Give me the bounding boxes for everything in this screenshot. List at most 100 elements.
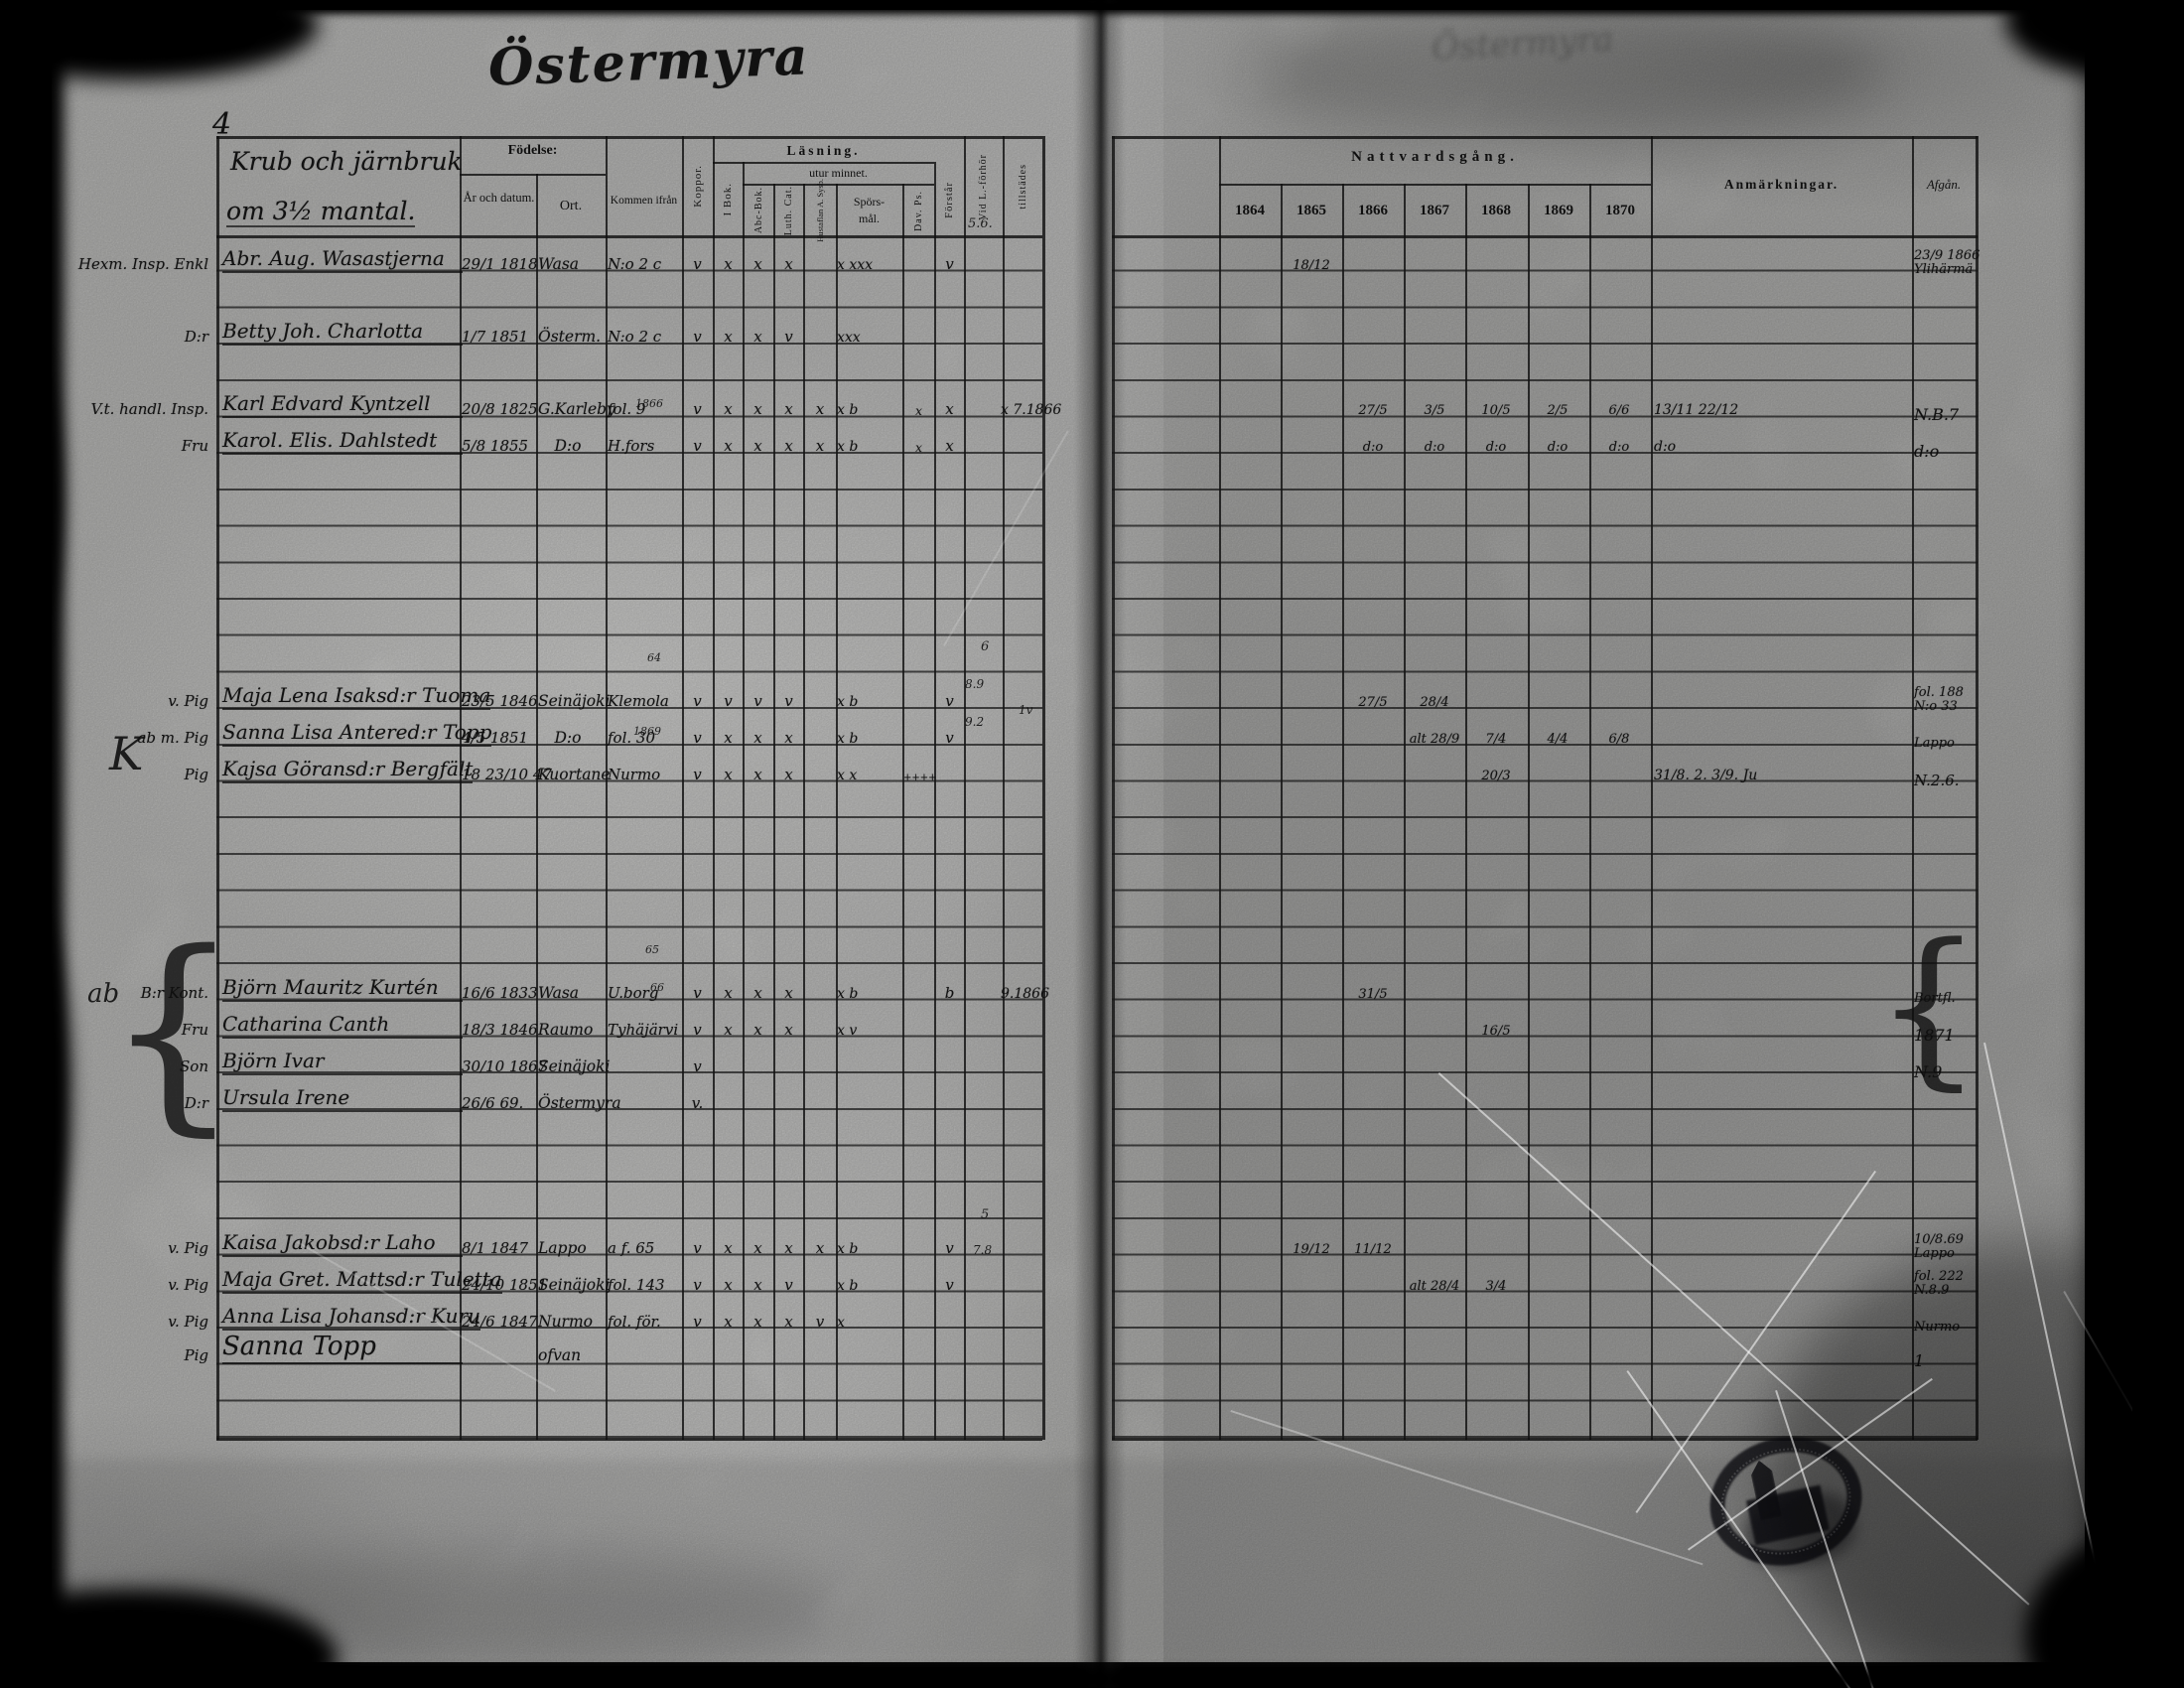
entry-ort: Lappo xyxy=(538,1239,587,1257)
mark-ibok: x xyxy=(724,255,733,273)
mark-abc: x xyxy=(753,328,762,346)
supernote-1866: 1866 xyxy=(635,397,663,410)
entry-kommen: a f. 65 xyxy=(608,1239,655,1257)
family-brace-left: { xyxy=(105,906,241,1155)
entry-kommen: H.fors xyxy=(608,437,655,455)
year-1867: 1867 xyxy=(1420,203,1449,218)
mark-ibok: x xyxy=(724,437,733,455)
entry-afgan: 23/9 1866 Ylihärmä xyxy=(1914,248,1980,277)
mark-luth: v xyxy=(784,328,793,346)
scan-edge-top xyxy=(0,0,2184,14)
entry-afgan: N.B.7 xyxy=(1914,405,1960,424)
table-row: ab m. Pig Sanna Lisa Antered:r Topp 4/5 … xyxy=(137,714,2182,751)
note-92: 9.2 xyxy=(965,715,985,729)
entry-born: 4/5 1851 xyxy=(462,729,529,747)
mark-forstar: v xyxy=(945,1239,954,1257)
entry-afgan: Lappo xyxy=(1914,736,1955,751)
mark-abc: x xyxy=(753,766,762,783)
col-ort: Ort. xyxy=(559,199,583,213)
col-anmarkningar: Anmärkningar. xyxy=(1723,177,1840,192)
entry-ort: ofvan xyxy=(538,1346,582,1364)
entry-kommen: U.borg xyxy=(608,984,659,1002)
mark-abc: x xyxy=(753,1276,762,1294)
entry-name: Sanna Topp xyxy=(222,1332,463,1364)
communion-1866: 27/5 xyxy=(1358,695,1388,710)
mark-koppor: v xyxy=(693,729,702,747)
entry-kommen: N:o 2 c xyxy=(608,328,662,346)
entry-born: 24/6 1847 xyxy=(462,1313,538,1331)
estate-header-line2: om 3½ mantal. xyxy=(226,197,416,227)
entry-name: Karol. Elis. Dahlstedt xyxy=(222,428,463,455)
entry-afgan: d:o xyxy=(1914,442,1940,461)
mark-luth: x xyxy=(784,1021,793,1039)
mark-abc: x xyxy=(753,1313,762,1331)
year-1868: 1868 xyxy=(1481,203,1511,218)
communion-1869: 2/5 xyxy=(1547,403,1569,418)
communion-1868: 20/3 xyxy=(1481,769,1511,783)
table-row: v. Pig Kaisa Jakobsd:r Laho 8/1 1847 Lap… xyxy=(168,1224,2182,1261)
table-row: V.t. handl. Insp. Karl Edvard Kyntzell 2… xyxy=(91,385,2182,424)
note-ledger-56: 5.6. xyxy=(968,216,993,231)
communion-1866: 31/5 xyxy=(1358,987,1388,1002)
entry-name: Betty Joh. Charlotta xyxy=(222,319,463,346)
note-6: 6 xyxy=(981,639,990,654)
note-1v: 1v xyxy=(1019,703,1033,717)
entry-born: 29/1 1818 xyxy=(462,255,538,273)
entry-born: 18/3 1846 xyxy=(462,1021,538,1039)
supernote-65: 65 xyxy=(645,943,659,956)
entry-born: 30/10 1867 xyxy=(462,1057,548,1075)
mark-ibok: x xyxy=(724,1239,733,1257)
col-nattvardsgang: Nattvardsgång. xyxy=(1351,149,1519,165)
communion-1867: d:o xyxy=(1424,440,1445,455)
entry-ort: Raumo xyxy=(538,1021,594,1039)
mark-ibok: x xyxy=(724,328,733,346)
communion-1870: 6/6 xyxy=(1608,403,1630,418)
col-hustaflan: Hustaflan A. Sysb. xyxy=(814,179,825,242)
entry-margin: D:r xyxy=(184,328,208,346)
entry-margin: V.t. handl. Insp. xyxy=(90,400,208,418)
mark-ibok: x xyxy=(724,1021,733,1039)
communion-1867: alt 28/9 xyxy=(1409,732,1460,747)
family-brace-right: { xyxy=(1874,907,1983,1106)
entry-born: 5/8 1855 xyxy=(462,437,529,455)
entry-afgan: N.2.6. xyxy=(1914,772,1960,789)
mark-luth: x xyxy=(784,984,793,1002)
mark-koppor: v. xyxy=(691,1094,704,1112)
entry-margin: v. Pig xyxy=(168,692,208,710)
mark-koppor: v xyxy=(693,437,702,455)
estate-header-line1: Krub och järnbruk xyxy=(230,147,463,176)
mark-forstar: v xyxy=(945,1276,954,1294)
communion-1870: 6/8 xyxy=(1608,732,1630,747)
communion-1867: 28/4 xyxy=(1420,695,1449,710)
mark-ibok: v xyxy=(724,692,733,710)
mark-luth: x xyxy=(784,1239,793,1257)
mark-koppor: v xyxy=(693,328,702,346)
entry-name: Ursula Irene xyxy=(222,1085,463,1112)
year-1870: 1870 xyxy=(1605,203,1635,218)
entry-born: 23/5 1846 xyxy=(462,692,538,710)
mark-luth: x xyxy=(784,729,793,747)
year-1869: 1869 xyxy=(1544,203,1573,218)
table-row: Pig Kajsa Göransd:r Bergfält 18 23/10 47… xyxy=(185,751,2182,789)
year-1866: 1866 xyxy=(1358,203,1388,218)
year-1865: 1865 xyxy=(1297,203,1326,218)
col-lasning: Läsning. xyxy=(786,143,861,158)
mark-abc: x xyxy=(753,400,762,418)
scan-edge-left-soft xyxy=(30,0,64,1688)
communion-1866: 11/12 xyxy=(1354,1242,1392,1257)
col-dav-ps: Dav. Ps. xyxy=(912,190,924,231)
entry-born: 1/7 1851 xyxy=(462,328,529,346)
mark-spors: x b xyxy=(837,402,859,418)
communion-1868: 7/4 xyxy=(1485,732,1507,747)
entry-margin: Pig xyxy=(184,1346,209,1364)
communion-1865: 19/12 xyxy=(1293,1242,1330,1257)
mark-ibok: x xyxy=(724,1313,733,1331)
communion-1866: 27/5 xyxy=(1358,403,1388,418)
entry-ort: D:o xyxy=(554,437,582,455)
mark-forstar: v xyxy=(945,729,954,747)
col-utur-minnet: utur minnet. xyxy=(809,166,868,180)
margin-k-flourish: K xyxy=(109,727,144,780)
entry-ort: Seinäjoki xyxy=(538,692,611,710)
mark-koppor: v xyxy=(693,400,702,418)
supernote-64: 64 xyxy=(647,651,661,664)
